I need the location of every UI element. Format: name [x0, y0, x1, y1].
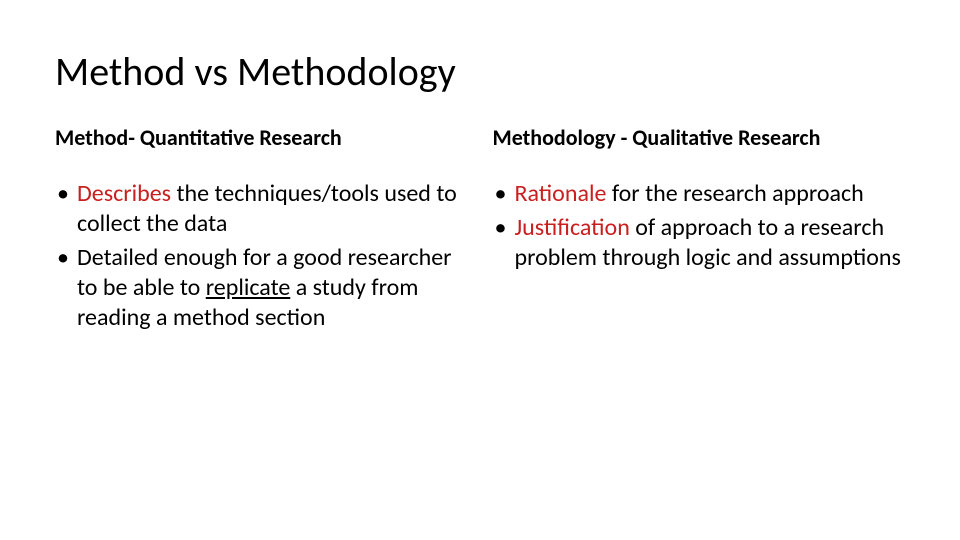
underlined-word: replicate — [206, 273, 291, 302]
emphasis-word: Justification — [515, 213, 630, 242]
list-item: Rationale for the research approach — [493, 179, 911, 209]
content-columns: Method- Quantitative Research Describes … — [55, 124, 910, 337]
list-item: Justification of approach to a research … — [493, 213, 911, 273]
right-column: Methodology - Qualitative Research Ratio… — [493, 124, 911, 337]
bullet-text: for the research approach — [606, 179, 863, 208]
left-heading: Method- Quantitative Research — [55, 124, 473, 151]
list-item: Detailed enough for a good researcher to… — [55, 243, 473, 333]
list-item: Describes the techniques/tools used to c… — [55, 179, 473, 239]
slide: Method vs Methodology Method- Quantitati… — [0, 0, 960, 540]
left-bullets: Describes the techniques/tools used to c… — [55, 179, 473, 333]
left-column: Method- Quantitative Research Describes … — [55, 124, 473, 337]
slide-title: Method vs Methodology — [55, 50, 910, 94]
right-bullets: Rationale for the research approach Just… — [493, 179, 911, 273]
emphasis-word: Describes — [77, 179, 171, 208]
right-heading: Methodology - Qualitative Research — [493, 124, 911, 151]
emphasis-word: Rationale — [515, 179, 607, 208]
